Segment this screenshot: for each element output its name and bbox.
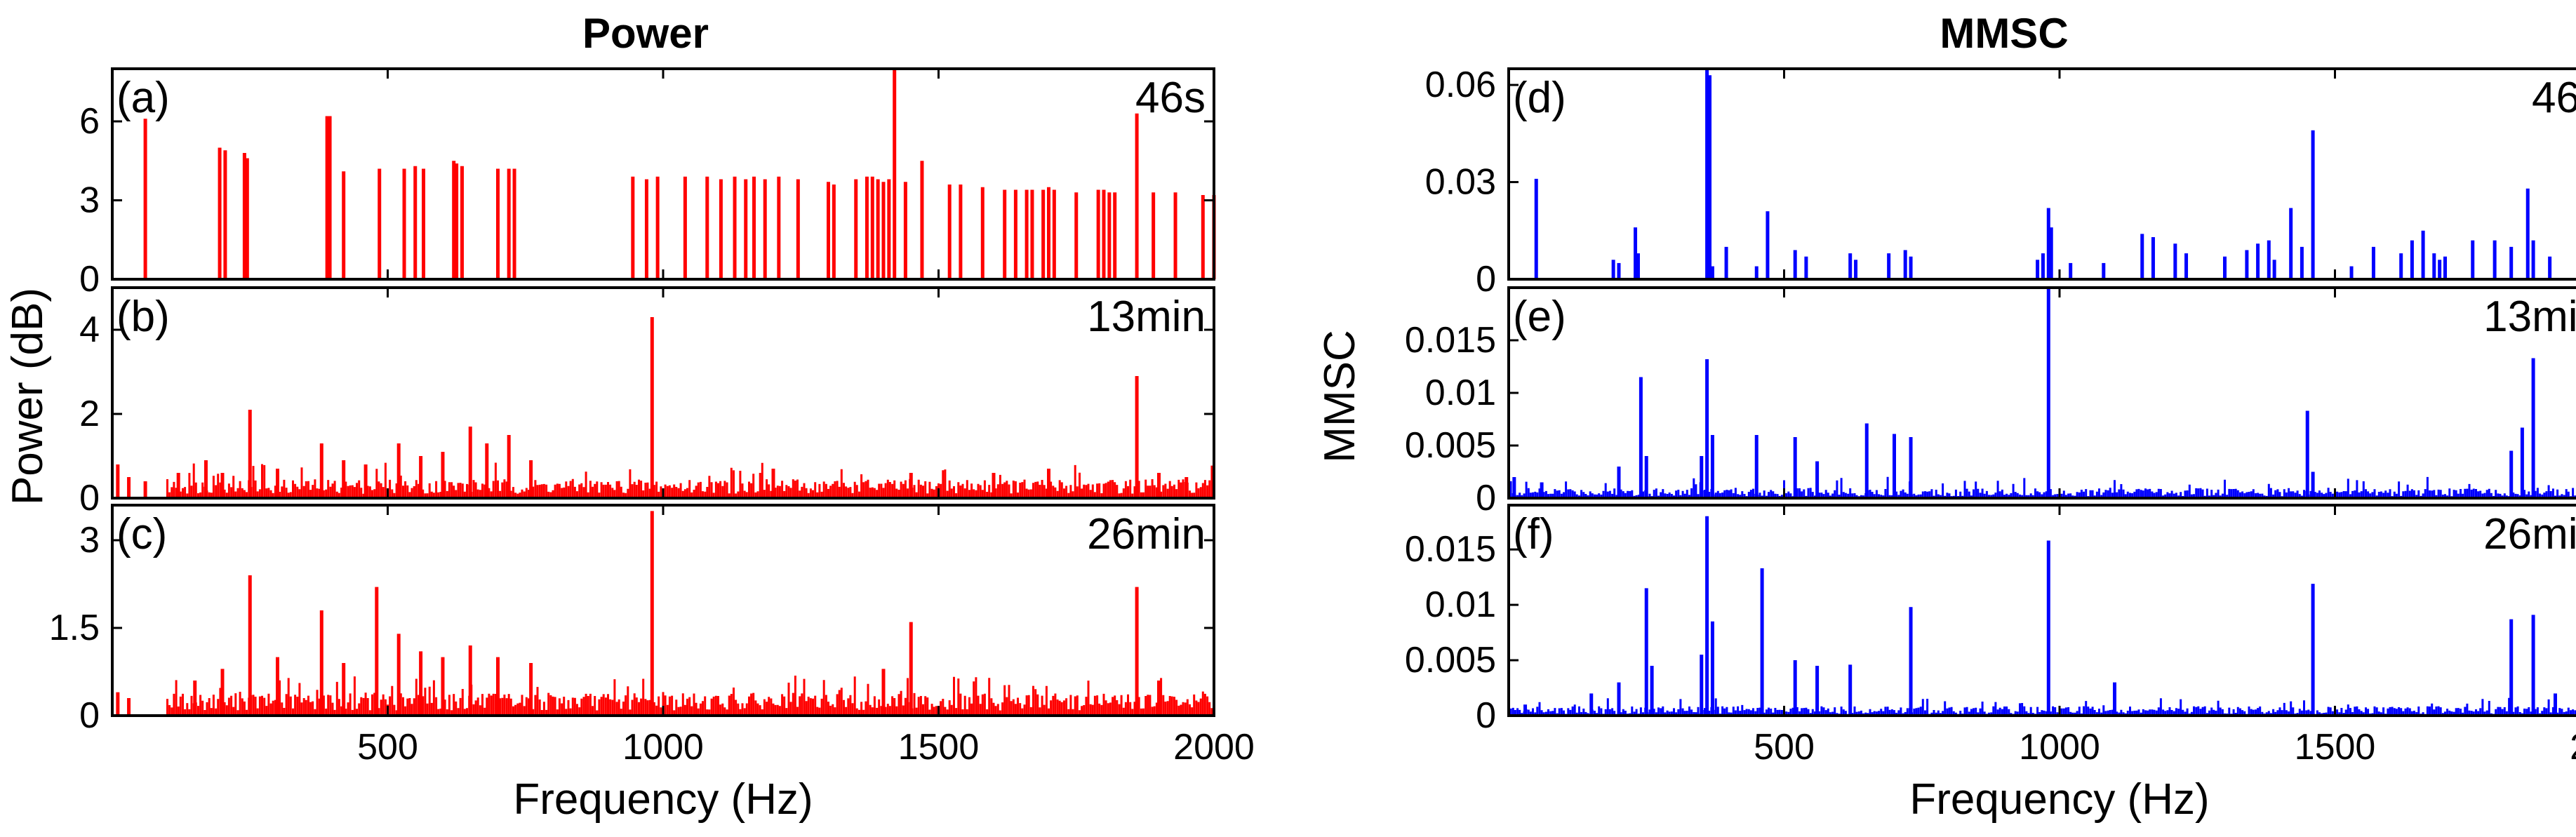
panel-e: 0 0.005 0.01 0.015 (e) 13min (1405, 286, 2576, 518)
xtick-label-c-2: 1500 (898, 727, 980, 768)
xtick-label-f-3: 2000 (2570, 727, 2576, 768)
noise-floor-c (166, 676, 1215, 716)
ytick-label-f-3: 0.015 (1405, 529, 1496, 570)
noise-floor-b (166, 462, 1215, 498)
ytick-label-f-2: 0.01 (1425, 584, 1496, 625)
panel-label-a: (a) (116, 74, 170, 122)
time-label-c: 26min (1087, 510, 1206, 558)
ytick-label-d-2: 0.06 (1425, 65, 1496, 105)
panel-a: 0 3 6 (a) 46s (79, 67, 1216, 300)
xtick-label-f-2: 1500 (2295, 727, 2376, 768)
noise-floor-f (1507, 697, 2576, 716)
xtick-label-f-1: 1000 (2019, 727, 2100, 768)
time-label-f: 26min (2483, 510, 2576, 558)
panel-label-c: (c) (116, 510, 167, 558)
time-label-a: 46s (1135, 74, 1206, 122)
ytick-label-c-1: 1.5 (49, 608, 100, 648)
ytick-label-c-2: 3 (79, 520, 100, 561)
ytick-label-a-0: 0 (79, 259, 100, 300)
ytick-label-e-3: 0.015 (1405, 320, 1496, 361)
panel-b: 0 2 4 (b) 13min (79, 286, 1215, 518)
panel-label-f: (f) (1513, 510, 1554, 558)
ytick-label-e-1: 0.005 (1405, 425, 1496, 466)
ytick-label-a-2: 6 (79, 101, 100, 142)
x-axis-label-c: Frequency (Hz) (513, 775, 813, 824)
left-y-axis-label: Power (dB) (4, 288, 52, 505)
axes-frame-b (111, 286, 1215, 500)
xtick-label-c-1: 1000 (622, 727, 704, 768)
x-axis-label-f: Frequency (Hz) (1909, 775, 2209, 824)
ytick-label-d-0: 0 (1476, 259, 1496, 300)
panel-f: 0 0.005 0.01 0.015 500 1000 1500 2000 Frequency … (1405, 504, 2576, 824)
panel-label-d: (d) (1513, 74, 1566, 122)
xtick-label-c-3: 2000 (1173, 727, 1255, 768)
time-label-d: 46s (2532, 74, 2576, 122)
axes-frame-f (1507, 504, 2576, 717)
panel-d: 0 0.03 0.06 (d) 46s (1425, 65, 2576, 300)
ytick-label-a-1: 3 (79, 180, 100, 221)
ytick-label-d-1: 0.03 (1425, 162, 1496, 203)
ytick-label-e-2: 0.01 (1425, 373, 1496, 413)
ytick-label-b-1: 2 (79, 394, 100, 434)
axes-frame-d (1507, 67, 2576, 281)
xtick-label-f-0: 500 (1754, 727, 1815, 768)
noise-floor-e (1507, 476, 2576, 498)
right-y-axis-label: MMSC (1316, 330, 1364, 462)
time-label-b: 13min (1087, 293, 1206, 341)
ytick-label-f-1: 0.005 (1405, 640, 1496, 681)
panel-label-b: (b) (116, 293, 170, 341)
axes-frame-e (1507, 286, 2576, 500)
ytick-label-b-2: 4 (79, 309, 100, 350)
ytick-label-c-0: 0 (79, 695, 100, 736)
panel-c: 0 1.5 3 500 1000 1500 2000 Frequency (Hz) (c) 26m… (49, 504, 1255, 824)
left-column-title: Power (582, 10, 709, 57)
right-column-title: MMSC (1940, 10, 2068, 57)
ytick-label-f-0: 0 (1476, 695, 1496, 736)
ytick-label-b-0: 0 (79, 478, 100, 518)
ytick-label-e-0: 0 (1476, 478, 1496, 518)
xtick-label-c-0: 500 (357, 727, 418, 768)
panel-label-e: (e) (1513, 293, 1566, 341)
time-label-e: 13min (2483, 293, 2576, 341)
